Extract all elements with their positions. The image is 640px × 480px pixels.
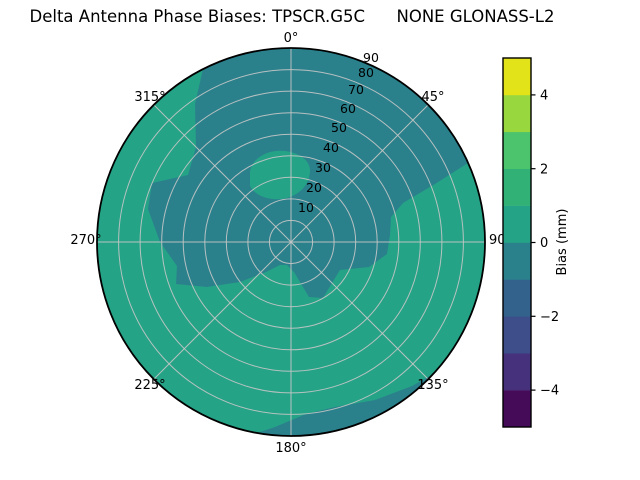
colorbar-band-0: [503, 390, 531, 428]
r-tick-40: 40: [323, 140, 339, 155]
colorbar-band-2: [503, 316, 531, 354]
colorbar-band-6: [503, 168, 531, 206]
colorbar-tick-m4: −4: [540, 384, 559, 399]
colorbar-tick-marks: [531, 94, 536, 391]
colorbar-band-4: [503, 242, 531, 280]
r-tick-70: 70: [348, 82, 364, 97]
radial-tick-labels: 10 20 30 40 50 60 70 80 90: [298, 50, 379, 215]
theta-label-180: 180°: [275, 441, 306, 456]
theta-label-315: 315°: [134, 90, 165, 105]
colorbar-band-1: [503, 353, 531, 391]
theta-label-225: 225°: [134, 378, 165, 393]
polar-grid-spokes: [97, 48, 485, 436]
r-tick-60: 60: [340, 101, 356, 116]
theta-label-135: 135°: [417, 378, 448, 393]
colorbar-band-5: [503, 205, 531, 243]
theta-label-270: 270°: [70, 233, 101, 248]
contour-band-teal-crescent: [257, 374, 433, 436]
r-tick-10: 10: [298, 200, 314, 215]
r-tick-30: 30: [315, 160, 331, 175]
r-tick-90: 90: [363, 50, 379, 65]
colorbar-axis-label: Bias (mm): [555, 209, 570, 276]
colorbar-tick-m2: −2: [540, 310, 559, 325]
colorbar-band-8: [503, 94, 531, 133]
polar-outline-ring: [96, 47, 486, 437]
colorbar-band-7: [503, 131, 531, 169]
theta-label-0: 0°: [284, 31, 299, 46]
colorbar-band-9: [503, 58, 531, 96]
colorbar-tick-labels: 4 2 0 −2 −4: [540, 89, 559, 399]
colorbar-band-3: [503, 279, 531, 317]
chart-title: Delta Antenna Phase Biases: TPSCR.G5C NO…: [30, 7, 555, 26]
colorbar-tick-2: 2: [540, 162, 548, 177]
colorbar-tick-0: 0: [540, 236, 548, 251]
contour-band-green-bean: [250, 150, 311, 200]
r-tick-80: 80: [358, 65, 374, 80]
theta-label-45: 45°: [421, 90, 444, 105]
r-tick-50: 50: [331, 120, 347, 135]
r-tick-20: 20: [306, 180, 322, 195]
colorbar: 4 2 0 −2 −4 Bias (mm): [502, 57, 570, 428]
colorbar-tick-4: 4: [540, 89, 548, 104]
